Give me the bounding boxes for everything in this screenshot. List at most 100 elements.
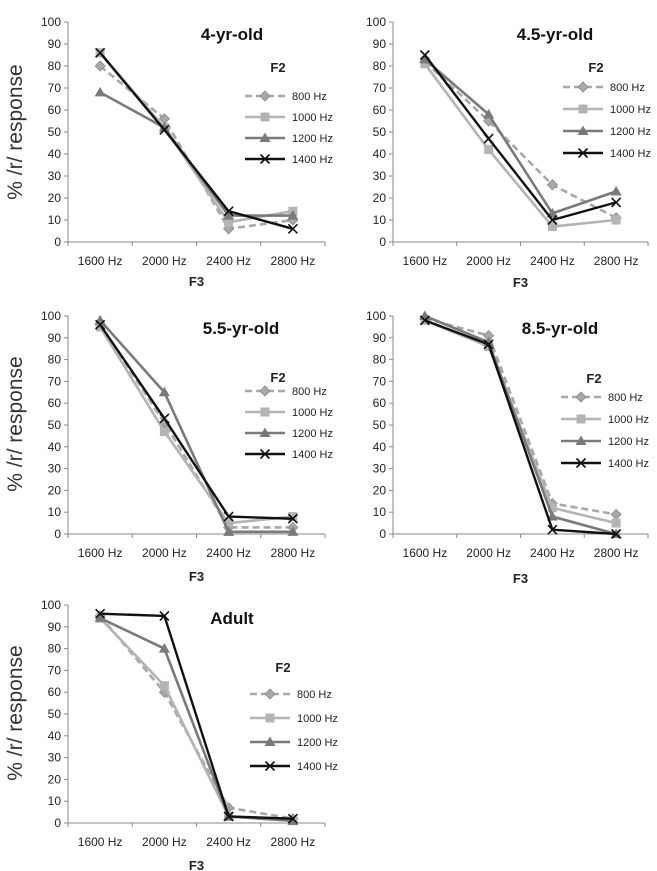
y-tick-label: 40 — [48, 729, 62, 743]
y-tick-label: 70 — [373, 81, 387, 95]
legend-label-1200-hz: 1200 Hz — [292, 428, 333, 440]
x-tick-label: 2800 Hz — [271, 835, 316, 849]
data-point-1400-hz — [223, 811, 234, 822]
legend-marker-800-hz — [575, 391, 587, 403]
data-point-1000-hz — [547, 222, 557, 232]
y-tick-label: 100 — [41, 15, 61, 29]
chart-8-5-yr-old: 0 10 20 30 40 50 60 70 80 90 100 1600 Hz 2000 Hz 2400… — [366, 309, 649, 586]
y-tick-label: 80 — [373, 353, 387, 367]
x-tick-label: 2400 Hz — [206, 835, 251, 849]
chart-title: 8.5-yr-old — [522, 319, 599, 338]
chart-title: Adult — [210, 609, 254, 628]
legend-title: F2 — [586, 371, 601, 386]
y-axis-title: % /r/ response — [4, 64, 27, 199]
data-point-1200-hz — [223, 526, 235, 536]
y-tick-label: 10 — [373, 213, 387, 227]
data-point-1200-hz — [223, 210, 235, 220]
chart-adult: 0 10 20 30 40 50 60 70 80 90 100 1600 Hz 2000 Hz 2400… — [4, 598, 338, 871]
y-tick-label: 60 — [48, 685, 62, 699]
series-line-800-hz — [99, 64, 294, 231]
y-tick-label: 100 — [366, 15, 386, 29]
series-line-1400-hz — [99, 324, 293, 520]
data-point-800-hz — [546, 179, 558, 191]
legend-label-1400-hz: 1400 Hz — [608, 458, 649, 470]
y-tick-label: 10 — [48, 505, 62, 519]
y-tick-label: 0 — [54, 235, 61, 249]
legend-label-1200-hz: 1200 Hz — [610, 126, 651, 138]
y-axis-title: % /r/ response — [4, 356, 27, 491]
legend-label-1200-hz: 1200 Hz — [608, 436, 649, 448]
legend-marker-1400-hz — [264, 760, 276, 772]
legend-marker-800-hz — [259, 385, 271, 397]
y-tick-label: 80 — [48, 642, 62, 656]
series-line-1400-hz — [424, 319, 617, 536]
y-tick-label: 70 — [48, 374, 62, 388]
legend-label-800-hz: 800 Hz — [292, 386, 327, 398]
legend-label-1000-hz: 1000 Hz — [292, 112, 333, 124]
x-tick-label: 2400 Hz — [206, 546, 251, 560]
data-point-1200-hz — [158, 643, 170, 653]
legend-marker-1400-hz — [577, 147, 589, 159]
x-tick-label: 2400 Hz — [206, 254, 251, 268]
data-point-1200-hz — [287, 526, 299, 536]
x-tick-label: 2400 Hz — [530, 254, 575, 268]
data-point-1200-hz — [158, 386, 170, 397]
series-line-1000-hz — [99, 326, 294, 525]
series-line-1400-hz — [100, 612, 293, 820]
x-axis-title: F3 — [189, 274, 204, 289]
data-point-1400-hz — [287, 813, 298, 824]
data-point-1000-hz — [420, 59, 430, 69]
data-point-1400-hz — [483, 339, 494, 350]
y-tick-label: 60 — [48, 103, 62, 117]
data-point-1000-hz — [224, 217, 234, 227]
y-tick-label: 10 — [48, 213, 62, 227]
y-tick-label: 20 — [373, 191, 387, 205]
legend-marker-1200-hz — [259, 427, 271, 437]
data-point-1400-hz — [483, 133, 494, 144]
y-tick-label: 70 — [48, 81, 62, 95]
y-tick-label: 80 — [48, 353, 62, 367]
y-tick-label: 90 — [373, 37, 387, 51]
y-tick-label: 20 — [373, 483, 387, 497]
legend-marker-1000-hz — [576, 414, 586, 424]
legend-label-1000-hz: 1000 Hz — [292, 407, 333, 419]
data-point-1000-hz — [611, 518, 621, 528]
chart-4-5-yr-old: 0 10 20 30 40 50 60 70 80 90 100 1600 Hz 2000 Hz 2400… — [366, 15, 651, 290]
x-tick-label: 2000 Hz — [466, 254, 511, 268]
data-point-1000-hz — [95, 322, 105, 332]
x-axis-title: F3 — [189, 569, 204, 584]
series-line-1400-hz — [423, 54, 617, 222]
y-tick-label: 70 — [48, 663, 62, 677]
x-axis-title: F3 — [513, 275, 528, 290]
y-tick-label: 30 — [373, 462, 387, 476]
y-tick-label: 20 — [48, 191, 62, 205]
x-tick-label: 1600 Hz — [403, 254, 448, 268]
y-tick-label: 90 — [48, 331, 62, 345]
data-point-1000-hz — [159, 427, 169, 437]
data-point-1200-hz — [610, 185, 622, 196]
data-point-1000-hz — [159, 681, 169, 691]
legend-marker-1000-hz — [260, 112, 270, 122]
data-point-1200-hz — [287, 210, 299, 220]
legend-marker-800-hz — [259, 90, 271, 102]
x-tick-label: 2000 Hz — [142, 546, 187, 560]
data-point-1000-hz — [547, 503, 557, 513]
y-tick-label: 90 — [373, 331, 387, 345]
legend-label-1000-hz: 1000 Hz — [297, 713, 338, 725]
y-tick-label: 50 — [373, 125, 387, 139]
data-point-1400-hz — [547, 524, 558, 535]
y-tick-label: 30 — [373, 169, 387, 183]
data-point-1400-hz — [287, 513, 298, 524]
data-point-1200-hz — [94, 86, 106, 97]
data-point-1400-hz — [611, 197, 622, 208]
data-point-1200-hz — [483, 108, 495, 119]
legend-label-1200-hz: 1200 Hz — [297, 737, 338, 749]
data-point-800-hz — [94, 60, 106, 72]
legend-marker-1400-hz — [259, 153, 271, 165]
legend-label-1400-hz: 1400 Hz — [292, 154, 333, 166]
y-tick-label: 50 — [48, 125, 62, 139]
series-line-1400-hz — [99, 52, 294, 230]
data-point-1000-hz — [484, 145, 494, 155]
legend-marker-1200-hz — [577, 125, 589, 135]
